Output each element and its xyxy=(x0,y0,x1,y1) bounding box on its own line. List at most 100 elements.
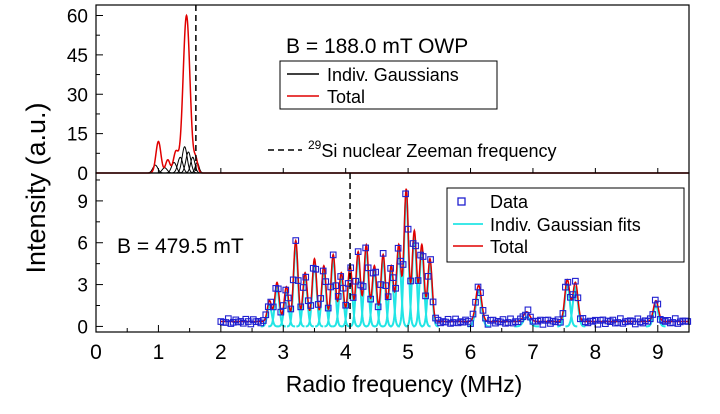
x-tick-label: 3 xyxy=(277,341,289,364)
data-point xyxy=(414,277,422,284)
bottom-y-tick-label: 9 xyxy=(77,192,88,213)
bottom-gaussian-fit xyxy=(332,275,351,328)
top-legend: Indiv. Gaussians Total xyxy=(279,60,498,110)
bottom-legend: Data Indiv. Gaussian fits Total xyxy=(446,187,685,263)
data-point xyxy=(297,303,305,311)
data-point xyxy=(389,274,397,281)
data-point xyxy=(262,311,270,319)
bottom-field-annotation: B = 479.5 mT xyxy=(117,235,244,258)
top-y-tick-label: 30 xyxy=(67,85,88,106)
x-tick-label: 1 xyxy=(153,341,165,364)
data-point xyxy=(292,237,300,244)
data-point xyxy=(339,284,347,292)
x-tick-label: 2 xyxy=(215,341,227,364)
data-point xyxy=(277,308,285,316)
data-point xyxy=(279,302,287,309)
bottom-gaussian-fit xyxy=(315,268,333,328)
data-point xyxy=(284,294,292,302)
x-tick-label: 9 xyxy=(652,341,664,364)
data-point xyxy=(352,277,360,285)
data-point xyxy=(404,225,412,233)
x-tick-label: 0 xyxy=(90,341,102,364)
data-point xyxy=(317,295,325,302)
bottom-gaussian-fit xyxy=(514,315,540,328)
zeeman-legend-label: 29Si nuclear Zeeman frequency xyxy=(308,138,556,161)
data-point xyxy=(282,286,290,294)
top-legend-gaussians-label: Indiv. Gaussians xyxy=(327,65,459,85)
bottom-gaussian-fit xyxy=(421,261,439,328)
data-point xyxy=(377,281,384,288)
bottom-plot-area xyxy=(217,173,692,332)
data-point xyxy=(274,285,282,293)
data-point xyxy=(362,244,370,252)
bottom-gaussian-fit xyxy=(296,275,314,328)
y-axis-label: Intensity (a.u.) xyxy=(21,102,51,273)
data-point xyxy=(684,318,692,325)
top-field-annotation: B = 188.0 mT OWP xyxy=(286,35,468,58)
data-point xyxy=(524,306,532,314)
top-y-tick-label: 15 xyxy=(67,125,88,146)
data-point xyxy=(477,289,484,297)
x-tick-label: 4 xyxy=(340,341,352,364)
top-y-tick-label: 45 xyxy=(67,46,88,67)
data-point xyxy=(319,267,327,275)
data-point xyxy=(299,284,307,291)
bottom-panel: B = 479.5 mT Data Indiv. Gaussian fits T… xyxy=(95,172,692,333)
data-point xyxy=(312,265,320,273)
data-point xyxy=(372,268,380,276)
top-panel: B = 188.0 mT OWP Indiv. Gaussians Total … xyxy=(95,4,690,174)
data-point xyxy=(332,282,340,290)
data-point xyxy=(307,302,315,309)
bottom-gaussian-fit xyxy=(357,247,376,328)
data-point xyxy=(399,261,407,268)
bottom-gaussian-fit xyxy=(645,304,666,328)
data-point xyxy=(367,295,375,303)
data-point xyxy=(289,276,297,284)
data-point xyxy=(572,277,579,285)
data-point xyxy=(294,277,302,284)
bottom-panel-frame xyxy=(95,172,690,333)
data-point xyxy=(559,310,567,317)
x-tick-label: 6 xyxy=(465,341,477,364)
bottom-legend-data-swatch xyxy=(457,197,466,206)
x-axis-label: Radio frequency (MHz) xyxy=(286,371,522,397)
bottom-gaussian-fit xyxy=(389,247,408,328)
data-point xyxy=(287,305,295,313)
data-point xyxy=(469,310,477,318)
bottom-gaussian-fit xyxy=(374,257,392,328)
x-tick-label: 5 xyxy=(402,341,414,364)
data-point xyxy=(334,293,342,300)
data-point xyxy=(387,265,394,272)
data-point xyxy=(402,190,409,198)
x-tick-label: 7 xyxy=(527,341,539,364)
data-point xyxy=(337,273,345,280)
bottom-gaussian-fit xyxy=(405,232,424,328)
top-legend-box xyxy=(279,60,498,110)
data-point xyxy=(429,298,437,306)
bottom-gaussian-fit xyxy=(277,290,296,328)
data-point xyxy=(344,280,352,287)
data-point xyxy=(382,282,389,289)
bottom-y-tick-label: 6 xyxy=(77,234,88,255)
data-point xyxy=(327,283,335,291)
data-point xyxy=(379,250,387,257)
top-gaussian-curve xyxy=(174,146,195,174)
bottom-gaussian-fit xyxy=(565,285,586,328)
data-point xyxy=(374,303,382,311)
bottom-gaussian-fit xyxy=(413,247,431,328)
data-point xyxy=(359,283,367,290)
bottom-gaussian-fit xyxy=(286,242,305,328)
data-point xyxy=(557,318,564,326)
bottom-gaussian-fit xyxy=(349,254,367,328)
top-gaussian-curve xyxy=(178,151,199,174)
data-point xyxy=(302,273,310,281)
top-legend-total-label: Total xyxy=(327,87,365,107)
data-point xyxy=(564,278,572,286)
data-point xyxy=(479,307,487,314)
bottom-gaussian-fit xyxy=(324,257,343,328)
data-point xyxy=(574,294,582,302)
data-point xyxy=(392,284,399,292)
bottom-legend-fits-label: Indiv. Gaussian fits xyxy=(490,215,641,235)
data-point xyxy=(384,293,392,301)
data-point xyxy=(407,277,414,285)
